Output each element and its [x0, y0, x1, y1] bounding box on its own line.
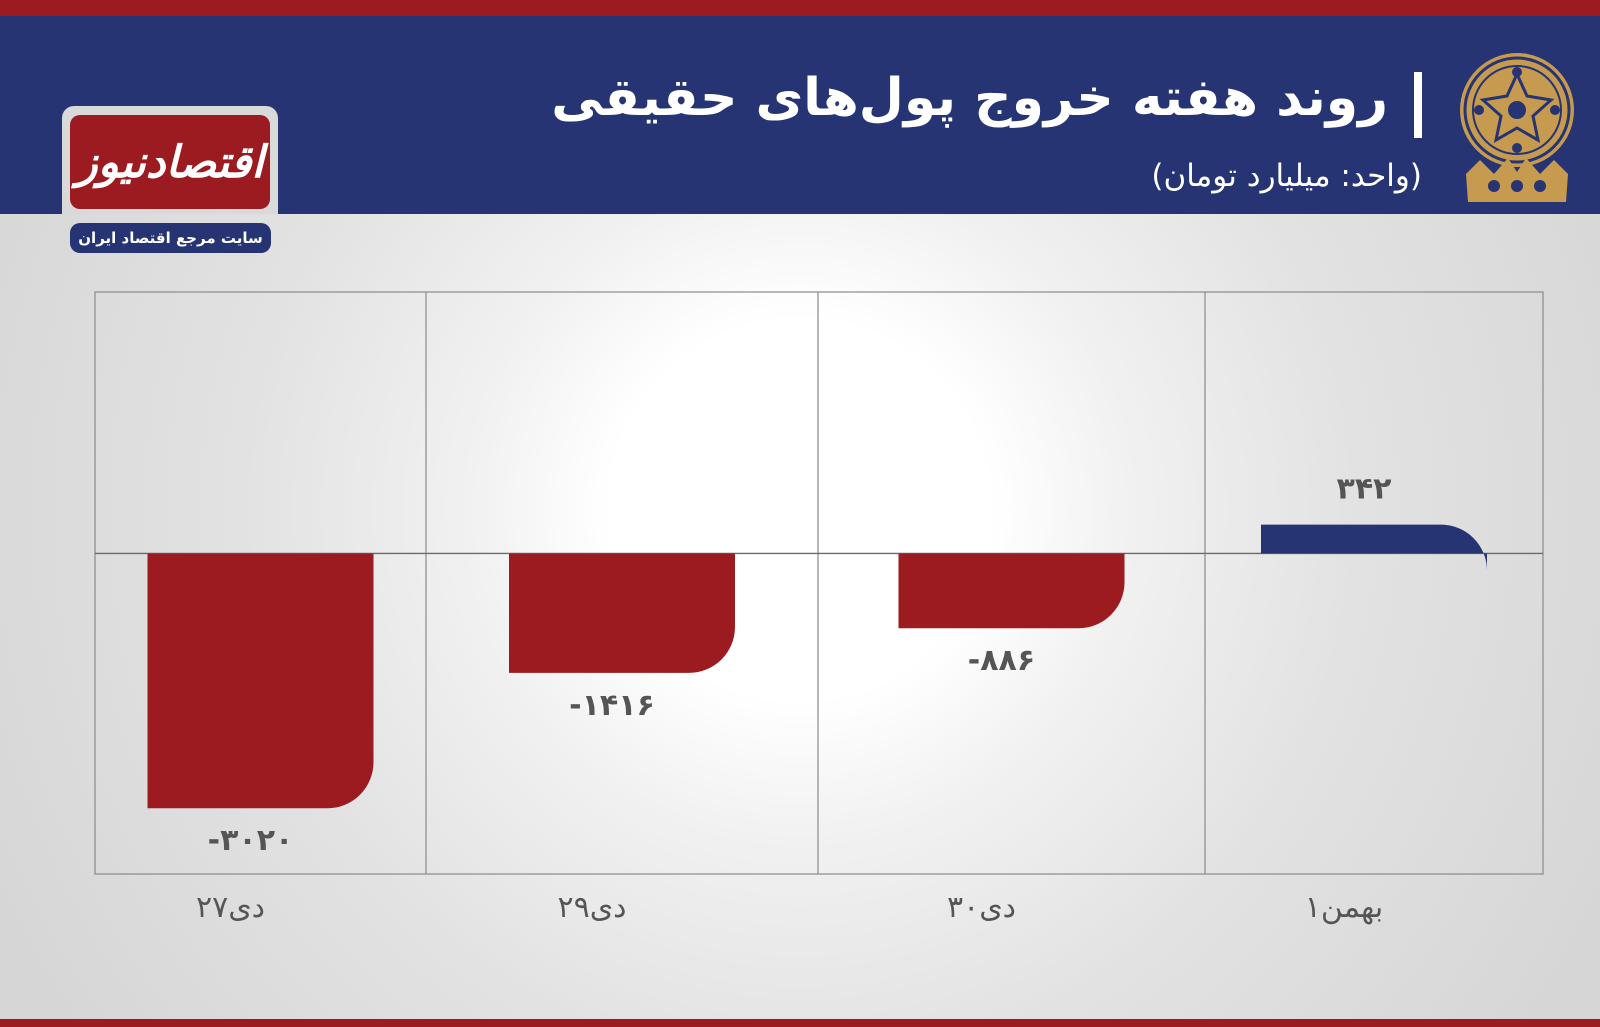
top-accent-stripe: [0, 0, 1600, 16]
x-tick-label: ۲۹دی: [557, 890, 626, 925]
site-logo-tagline: سایت مرجع اقتصاد ایران: [70, 223, 271, 253]
bar-value-label: -۳۰۲۰: [208, 823, 294, 858]
x-tick-label: ۱بهمن: [1305, 890, 1383, 925]
bar-3: [1261, 524, 1487, 571]
bar-1: [509, 553, 735, 673]
unit-subtitle: (واحد: میلیارد تومان): [1151, 158, 1422, 194]
bar-value-label: -۱۴۱۶: [569, 688, 655, 723]
site-logo: اقتصادنیوز: [62, 106, 278, 214]
site-logo-wordmark: اقتصادنیوز: [70, 115, 270, 209]
x-tick-label: ۳۰دی: [947, 890, 1016, 925]
bar-value-label: ۳۴۲: [1337, 472, 1392, 507]
bar-0: [147, 553, 374, 809]
bottom-accent-stripe: [0, 1019, 1600, 1027]
title-separator-bar: [1414, 72, 1422, 138]
bar-value-label: -۸۸۶: [968, 643, 1035, 678]
plot-frame: [94, 291, 1544, 875]
bar-2: [898, 553, 1125, 629]
x-tick-label: ۲۷دی: [196, 890, 265, 925]
exchange-emblem-icon: [1460, 53, 1574, 202]
page-title: روند هفته خروج پول‌های حقیقی: [551, 68, 1388, 128]
